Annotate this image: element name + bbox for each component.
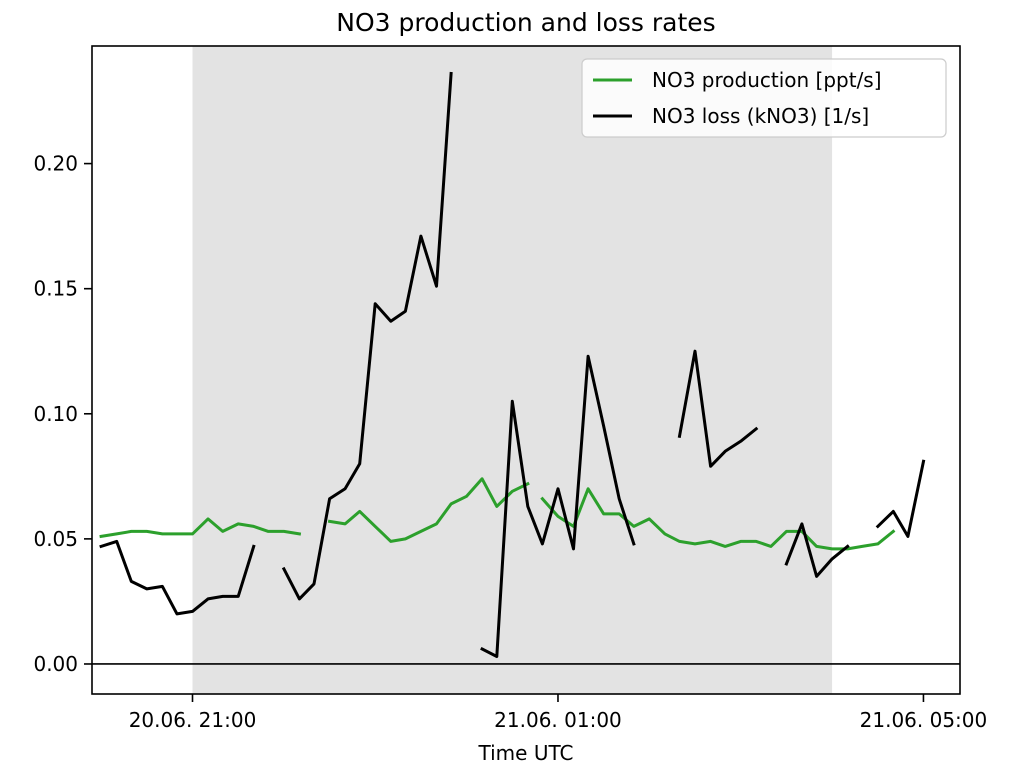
plot-frame (91, 45, 961, 695)
data-layer (99, 71, 926, 658)
series-1-segment-4 (784, 522, 850, 578)
ticks-layer: 0.00 0.05 0.10 0.15 0.20 20.06. 21:00 21.06. 0… (33, 152, 987, 732)
series-1-segment-0 (99, 539, 256, 616)
series-1-segment-2 (480, 354, 636, 658)
series-0-segment-0 (99, 517, 302, 539)
legend-label: NO3 production [ppt/s] (652, 68, 882, 92)
chart-title: NO3 production and loss rates (336, 8, 715, 37)
y-tick-label: 0.20 (33, 152, 78, 176)
y-tick-label: 0.00 (33, 652, 78, 676)
x-tick-label: 21.06. 05:00 (860, 708, 988, 732)
series-1-segment-1 (281, 71, 453, 601)
series-1-segment-5 (875, 459, 926, 538)
x-tick-label: 20.06. 21:00 (129, 708, 257, 732)
x-tick-label: 21.06. 01:00 (494, 708, 622, 732)
shaded-region (192, 46, 833, 694)
y-tick-label: 0.15 (33, 277, 78, 301)
y-tick-label: 0.05 (33, 527, 78, 551)
series-0-segment-1 (327, 477, 530, 543)
legend: NO3 production [ppt/s] NO3 loss (kNO3) [1… (581, 58, 947, 138)
legend-label: NO3 loss (kNO3) [1/s] (652, 104, 869, 128)
series-1-segment-3 (677, 349, 759, 468)
y-tick-label: 0.10 (33, 402, 78, 426)
legend-box (581, 58, 947, 138)
x-axis-label: Time UTC (478, 741, 574, 765)
series-0-segment-2 (540, 487, 896, 551)
